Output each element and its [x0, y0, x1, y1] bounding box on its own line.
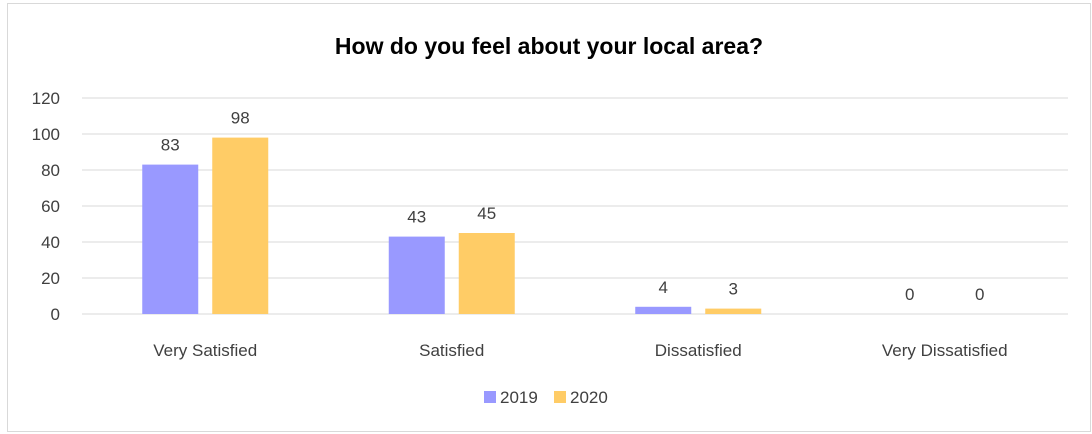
- legend-swatch-2019: [484, 391, 496, 403]
- y-tick-label: 120: [32, 89, 60, 108]
- chart-title: How do you feel about your local area?: [335, 33, 763, 59]
- bar-2019: [142, 164, 199, 314]
- x-category-label: Dissatisfied: [655, 341, 742, 360]
- data-label: 3: [729, 280, 738, 299]
- y-tick-label: 60: [41, 197, 60, 216]
- bar-2019: [635, 306, 692, 314]
- y-tick-label: 20: [41, 269, 60, 288]
- y-tick-label: 0: [51, 305, 60, 324]
- bar-2020: [212, 137, 269, 314]
- data-label: 83: [161, 136, 180, 155]
- legend: 2019 2020: [484, 388, 608, 407]
- data-label: 45: [477, 204, 496, 223]
- bar-2020: [705, 308, 762, 314]
- legend-label: 2019: [500, 388, 538, 407]
- legend-label: 2020: [570, 388, 608, 407]
- legend-swatch-2020: [554, 391, 566, 403]
- data-label: 43: [407, 208, 426, 227]
- bar-2019: [388, 236, 445, 314]
- y-tick-label: 100: [32, 125, 60, 144]
- bar-2020: [458, 233, 515, 314]
- data-label: 0: [905, 285, 914, 304]
- x-category-label: Very Satisfied: [153, 341, 257, 360]
- x-category-label: Very Dissatisfied: [882, 341, 1008, 360]
- x-axis-labels: Very Satisfied Satisfied Dissatisfied Very …: [153, 341, 1007, 360]
- data-label: 0: [975, 285, 984, 304]
- y-tick-label: 40: [41, 233, 60, 252]
- bars: [142, 137, 762, 314]
- data-label: 4: [659, 278, 668, 297]
- x-category-label: Satisfied: [419, 341, 484, 360]
- y-axis-labels: 0 20 40 60 80 100 120: [32, 89, 60, 324]
- data-label: 98: [231, 109, 250, 128]
- y-tick-label: 80: [41, 161, 60, 180]
